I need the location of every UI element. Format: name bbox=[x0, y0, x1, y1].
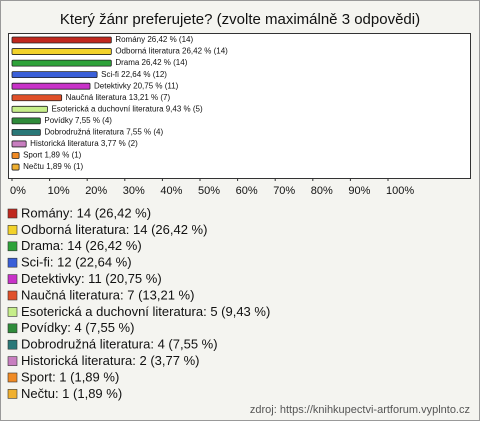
legend-swatch bbox=[7, 339, 18, 350]
bar bbox=[11, 117, 41, 125]
bar bbox=[11, 59, 112, 67]
data-label: Dobrodružná literatura 7,55 % (4) bbox=[44, 128, 163, 137]
x-tick-label: 80% bbox=[311, 185, 333, 197]
legend-label: Povídky: 4 (7,55 %) bbox=[21, 320, 134, 335]
data-label: Povídky 7,55 % (4) bbox=[44, 116, 112, 125]
bar bbox=[11, 105, 48, 113]
x-tick-label: 10% bbox=[48, 185, 70, 197]
data-label: Detektivky 20,75 % (11) bbox=[94, 81, 179, 90]
legend-swatch bbox=[7, 389, 18, 399]
legend-label: Nečtu: 1 (1,89 %) bbox=[21, 386, 122, 401]
data-label: Drama 26,42 % (14) bbox=[115, 58, 187, 67]
x-tick-label: 50% bbox=[198, 185, 220, 197]
legend-swatch bbox=[7, 290, 18, 301]
x-tick-label: 20% bbox=[85, 185, 107, 197]
legend-swatch bbox=[7, 356, 18, 366]
x-tick-label: 60% bbox=[236, 185, 258, 197]
bar bbox=[11, 128, 41, 136]
legend-label: Dobrodružná literatura: 4 (7,55 %) bbox=[21, 337, 218, 352]
source: zdroj: https://knihkupectvi-artforum.vyp… bbox=[250, 404, 470, 416]
data-label: Esoterická a duchovní literatura 9,43 % … bbox=[51, 104, 203, 113]
legend-swatch bbox=[7, 323, 18, 334]
data-label: Historická literatura 3,77 % (2) bbox=[30, 139, 138, 148]
x-tick-label: 40% bbox=[160, 185, 182, 197]
bar bbox=[11, 82, 91, 90]
legend-label: Sci-fi: 12 (22,64 %) bbox=[21, 255, 132, 270]
x-tick-label: 90% bbox=[348, 185, 370, 197]
legend-label: Historická literatura: 2 (3,77 %) bbox=[21, 353, 199, 368]
bar bbox=[11, 36, 112, 44]
legend-swatch bbox=[7, 208, 18, 219]
legend-label: Odborná literatura: 14 (26,42 %) bbox=[21, 222, 207, 237]
data-label: Sci-fi 22,64 % (12) bbox=[101, 70, 167, 79]
legend-swatch bbox=[7, 307, 18, 317]
legend-label: Sport: 1 (1,89 %) bbox=[21, 369, 119, 384]
legend-label: Naučná literatura: 7 (13,21 %) bbox=[21, 287, 194, 302]
bar bbox=[11, 152, 20, 159]
bar bbox=[11, 71, 98, 79]
data-label: Romány 26,42 % (14) bbox=[115, 35, 193, 44]
data-label: Nečtu 1,89 % (1) bbox=[23, 162, 83, 171]
bar bbox=[11, 48, 112, 55]
bar bbox=[11, 140, 27, 148]
legend-swatch bbox=[7, 257, 18, 268]
legend-swatch bbox=[7, 241, 18, 252]
legend-swatch bbox=[7, 274, 18, 284]
legend-label: Drama: 14 (26,42 %) bbox=[21, 238, 142, 253]
x-tick-label: 70% bbox=[273, 185, 295, 197]
data-label: Naučná literatura 13,21 % (7) bbox=[66, 93, 171, 102]
legend-label: Detektivky: 11 (20,75 %) bbox=[21, 271, 162, 286]
legend-swatch bbox=[7, 225, 18, 235]
bar bbox=[11, 163, 20, 171]
legend-swatch bbox=[7, 372, 18, 383]
legend-label: Esoterická a duchovní literatura: 5 (9,4… bbox=[21, 304, 270, 319]
x-tick-label: 100% bbox=[386, 185, 414, 197]
plot-area bbox=[8, 33, 471, 179]
bar bbox=[11, 94, 63, 102]
legend-label: Romány: 14 (26,42 %) bbox=[21, 205, 151, 220]
x-tick-label: 30% bbox=[123, 185, 145, 197]
data-label: Odborná literatura 26,42 % (14) bbox=[115, 47, 228, 56]
chart-title: Který žánr preferujete? (zvolte maximáln… bbox=[60, 11, 420, 28]
x-tick-label: 0% bbox=[10, 185, 26, 197]
data-label: Sport 1,89 % (1) bbox=[23, 151, 82, 160]
